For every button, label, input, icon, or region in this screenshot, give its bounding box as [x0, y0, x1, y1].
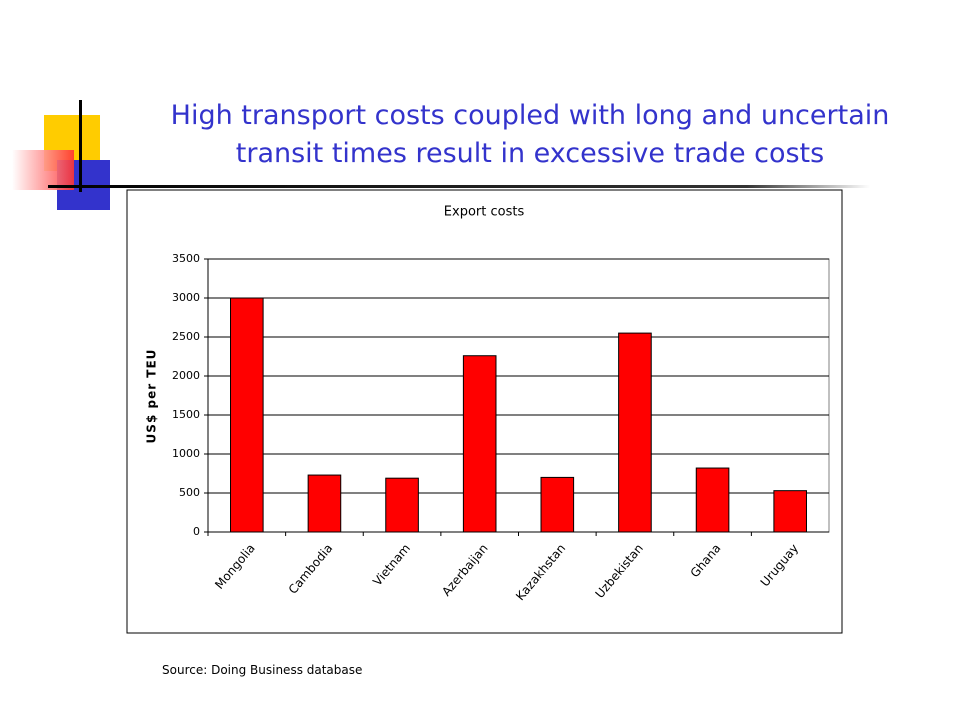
- source-note: Source: Doing Business database: [162, 663, 363, 677]
- bar: [230, 297, 264, 533]
- y-tick-label: 3000: [172, 291, 200, 304]
- deco-line: [48, 185, 870, 188]
- bar: [773, 490, 807, 533]
- bar: [385, 477, 419, 533]
- bar: [695, 467, 730, 533]
- chart-title: Export costs: [444, 205, 525, 220]
- y-tick-label: 0: [193, 525, 200, 538]
- bar: [540, 476, 575, 533]
- y-axis-label: US$ per TEU: [145, 349, 159, 444]
- y-tick-label: 500: [179, 486, 200, 499]
- deco-line: [79, 100, 82, 192]
- slide-title: High transport costs coupled with long a…: [170, 100, 890, 131]
- slide-title: transit times result in excessive trade …: [235, 138, 825, 169]
- y-tick-label: 1000: [172, 447, 200, 460]
- y-tick-label: 1500: [172, 408, 200, 421]
- y-tick-label: 3500: [172, 252, 200, 265]
- bar: [307, 474, 342, 533]
- plot-area: [207, 258, 830, 533]
- bar: [618, 332, 652, 533]
- y-tick-label: 2000: [172, 369, 200, 382]
- y-tick-label: 2500: [172, 330, 200, 343]
- deco-square: [12, 150, 74, 190]
- bar: [462, 355, 497, 533]
